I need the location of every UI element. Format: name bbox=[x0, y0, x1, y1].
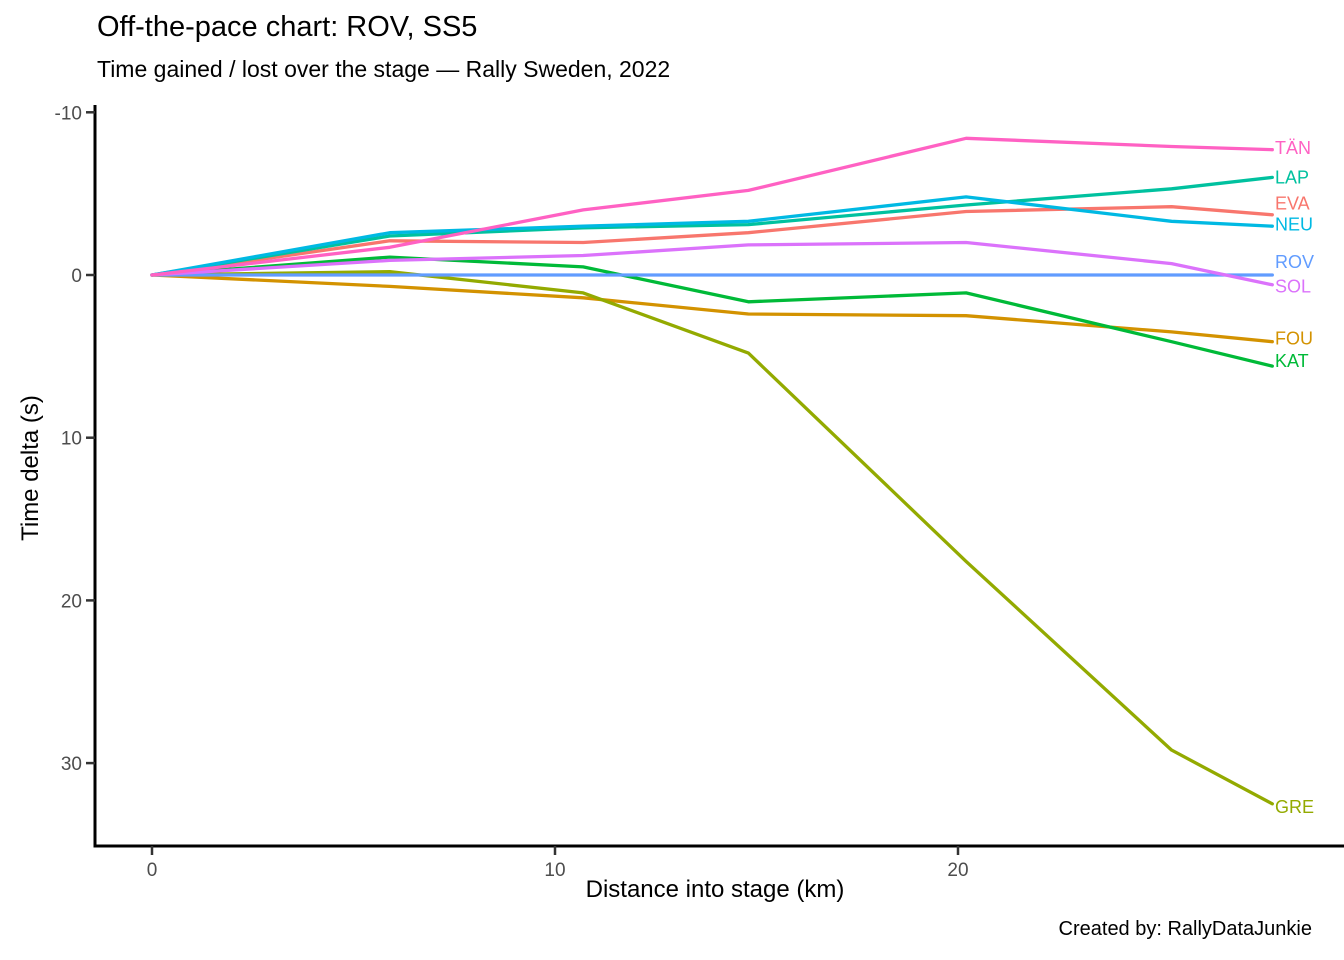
series-line-KAT bbox=[150, 255, 1274, 368]
series-label-TÄN: TÄN bbox=[1275, 138, 1311, 158]
chart-subtitle: Time gained / lost over the stage — Rall… bbox=[97, 56, 671, 82]
series-line-LAP bbox=[150, 175, 1274, 277]
x-tick-label: 10 bbox=[544, 860, 565, 881]
y-tick-label: -10 bbox=[55, 103, 82, 124]
series-line-EVA bbox=[150, 205, 1274, 277]
y-tick-label: 10 bbox=[61, 429, 82, 450]
credit-caption: Created by: RallyDataJunkie bbox=[1058, 918, 1312, 940]
series-label-SOL: SOL bbox=[1275, 276, 1311, 296]
series-line-FOU bbox=[150, 273, 1274, 344]
series-label-FOU: FOU bbox=[1275, 328, 1313, 348]
series-line-SOL bbox=[150, 240, 1274, 287]
y-axis-label: Time delta (s) bbox=[17, 395, 44, 541]
series-label-KAT: KAT bbox=[1275, 351, 1309, 371]
series-label-GRE: GRE bbox=[1275, 797, 1314, 817]
chart-title: Off-the-pace chart: ROV, SS5 bbox=[97, 11, 478, 43]
series-line-GRE bbox=[150, 270, 1274, 806]
series-label-LAP: LAP bbox=[1275, 167, 1309, 187]
series-label-ROV: ROV bbox=[1275, 252, 1314, 272]
x-tick-label: 0 bbox=[147, 860, 158, 881]
series-line-NEU bbox=[150, 195, 1274, 277]
y-tick-label: 0 bbox=[71, 266, 82, 287]
x-axis-label: Distance into stage (km) bbox=[585, 876, 845, 903]
series-line-TÄN bbox=[150, 136, 1274, 277]
y-tick-label: 30 bbox=[61, 754, 82, 775]
series-label-EVA: EVA bbox=[1275, 193, 1310, 213]
y-tick-label: 20 bbox=[61, 591, 82, 612]
series-label-NEU: NEU bbox=[1275, 215, 1313, 235]
x-tick-label: 20 bbox=[947, 860, 968, 881]
